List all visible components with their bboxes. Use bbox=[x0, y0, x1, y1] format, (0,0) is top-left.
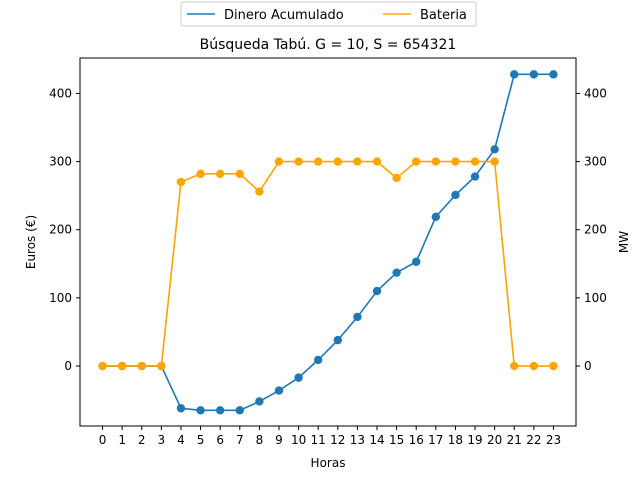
data-point bbox=[412, 157, 421, 166]
data-point bbox=[470, 157, 480, 166]
data-point bbox=[529, 70, 539, 79]
chart-title: Búsqueda Tabú. G = 10, S = 654321 bbox=[200, 37, 457, 53]
y-tick-label-left: 400 bbox=[49, 86, 72, 100]
x-tick-label: 8 bbox=[256, 433, 264, 447]
x-tick-label: 3 bbox=[158, 433, 166, 447]
data-point bbox=[196, 406, 205, 415]
data-point bbox=[274, 157, 284, 166]
data-point bbox=[490, 145, 499, 154]
y-axis-label-right: MW bbox=[617, 231, 631, 253]
x-tick-label: 21 bbox=[507, 433, 522, 447]
data-point bbox=[372, 286, 382, 296]
y-tick-label-right: 300 bbox=[584, 155, 607, 169]
data-point bbox=[235, 169, 244, 179]
data-point bbox=[176, 177, 186, 187]
y-tick-label-left: 300 bbox=[49, 155, 72, 169]
data-point bbox=[157, 361, 166, 371]
y-tick-label-right: 100 bbox=[584, 291, 607, 305]
data-point bbox=[470, 172, 480, 181]
data-point bbox=[529, 361, 539, 371]
data-point bbox=[510, 361, 519, 371]
data-point bbox=[98, 361, 107, 371]
data-point bbox=[215, 169, 225, 179]
y-tick-label-left: 200 bbox=[49, 223, 72, 237]
data-point bbox=[176, 404, 186, 413]
data-point bbox=[372, 157, 382, 166]
x-tick-label: 20 bbox=[487, 433, 502, 447]
x-tick-label: 11 bbox=[311, 433, 326, 447]
data-point bbox=[451, 157, 460, 166]
x-tick-label: 14 bbox=[369, 433, 384, 447]
x-tick-label: 7 bbox=[236, 433, 244, 447]
x-tick-label: 16 bbox=[409, 433, 424, 447]
data-point bbox=[392, 268, 401, 277]
data-point bbox=[215, 406, 225, 415]
plot-area bbox=[79, 57, 577, 427]
y-tick-label-right: 400 bbox=[584, 86, 607, 100]
legend: Dinero Acumulado Bateria bbox=[180, 1, 477, 27]
data-point bbox=[196, 169, 205, 179]
x-tick-label: 1 bbox=[118, 433, 126, 447]
legend-label-bateria: Bateria bbox=[420, 8, 467, 23]
legend-box bbox=[180, 1, 477, 27]
x-tick-label: 19 bbox=[467, 433, 482, 447]
x-tick-label: 23 bbox=[546, 433, 561, 447]
data-point bbox=[549, 361, 558, 371]
data-point bbox=[431, 157, 441, 166]
data-point bbox=[490, 157, 499, 166]
data-point bbox=[333, 335, 343, 345]
legend-label-dinero: Dinero Acumulado bbox=[224, 8, 344, 23]
data-point bbox=[333, 157, 343, 166]
axes: 0 1 2 3 4 5 6 7 8 9 10 11 12 13 14 15 16 17 18 19 20 21 22 230 0… bbox=[49, 86, 607, 447]
data-point bbox=[235, 406, 244, 415]
x-axis-label: Horas bbox=[311, 456, 346, 470]
data-point bbox=[353, 157, 362, 166]
data-point bbox=[313, 157, 323, 166]
y-tick-label-left: 0 bbox=[64, 359, 72, 373]
data-point bbox=[274, 386, 284, 395]
data-point bbox=[451, 190, 460, 200]
data-point bbox=[255, 397, 264, 406]
x-tick-label: 15 bbox=[389, 433, 404, 447]
series-line bbox=[102, 73, 554, 412]
data-point bbox=[412, 257, 421, 266]
x-tick-label: 0 bbox=[99, 433, 107, 447]
x-tick-label: 9 bbox=[275, 433, 283, 447]
data-point bbox=[294, 157, 303, 166]
x-tick-label: 5 bbox=[197, 433, 205, 447]
x-tick-label: 12 bbox=[330, 433, 345, 447]
x-tick-label: 4 bbox=[177, 433, 185, 447]
y-tick-label-right: 200 bbox=[584, 223, 607, 237]
data-point bbox=[294, 373, 303, 382]
data-point bbox=[255, 187, 264, 196]
y-axis-label-left: Euros (€) bbox=[24, 215, 38, 269]
x-tick-label: 17 bbox=[428, 433, 443, 447]
data-point bbox=[313, 355, 323, 365]
x-tick-label: 22 bbox=[526, 433, 541, 447]
x-tick-label: 2 bbox=[138, 433, 146, 447]
data-point bbox=[353, 312, 362, 322]
y-tick-label-left: 100 bbox=[49, 291, 72, 305]
x-tick-label: 6 bbox=[216, 433, 224, 447]
data-point bbox=[510, 70, 519, 79]
data-point bbox=[137, 361, 146, 371]
x-tick-label: 10 bbox=[291, 433, 306, 447]
data-point bbox=[549, 70, 558, 79]
series-layer bbox=[98, 70, 558, 415]
data-point bbox=[117, 361, 127, 371]
data-point bbox=[392, 173, 401, 183]
data-point bbox=[431, 212, 441, 221]
y-tick-label-right: 0 bbox=[584, 359, 592, 373]
series-bateria bbox=[98, 157, 558, 371]
x-tick-label: 13 bbox=[350, 433, 365, 447]
x-tick-label: 18 bbox=[448, 433, 463, 447]
